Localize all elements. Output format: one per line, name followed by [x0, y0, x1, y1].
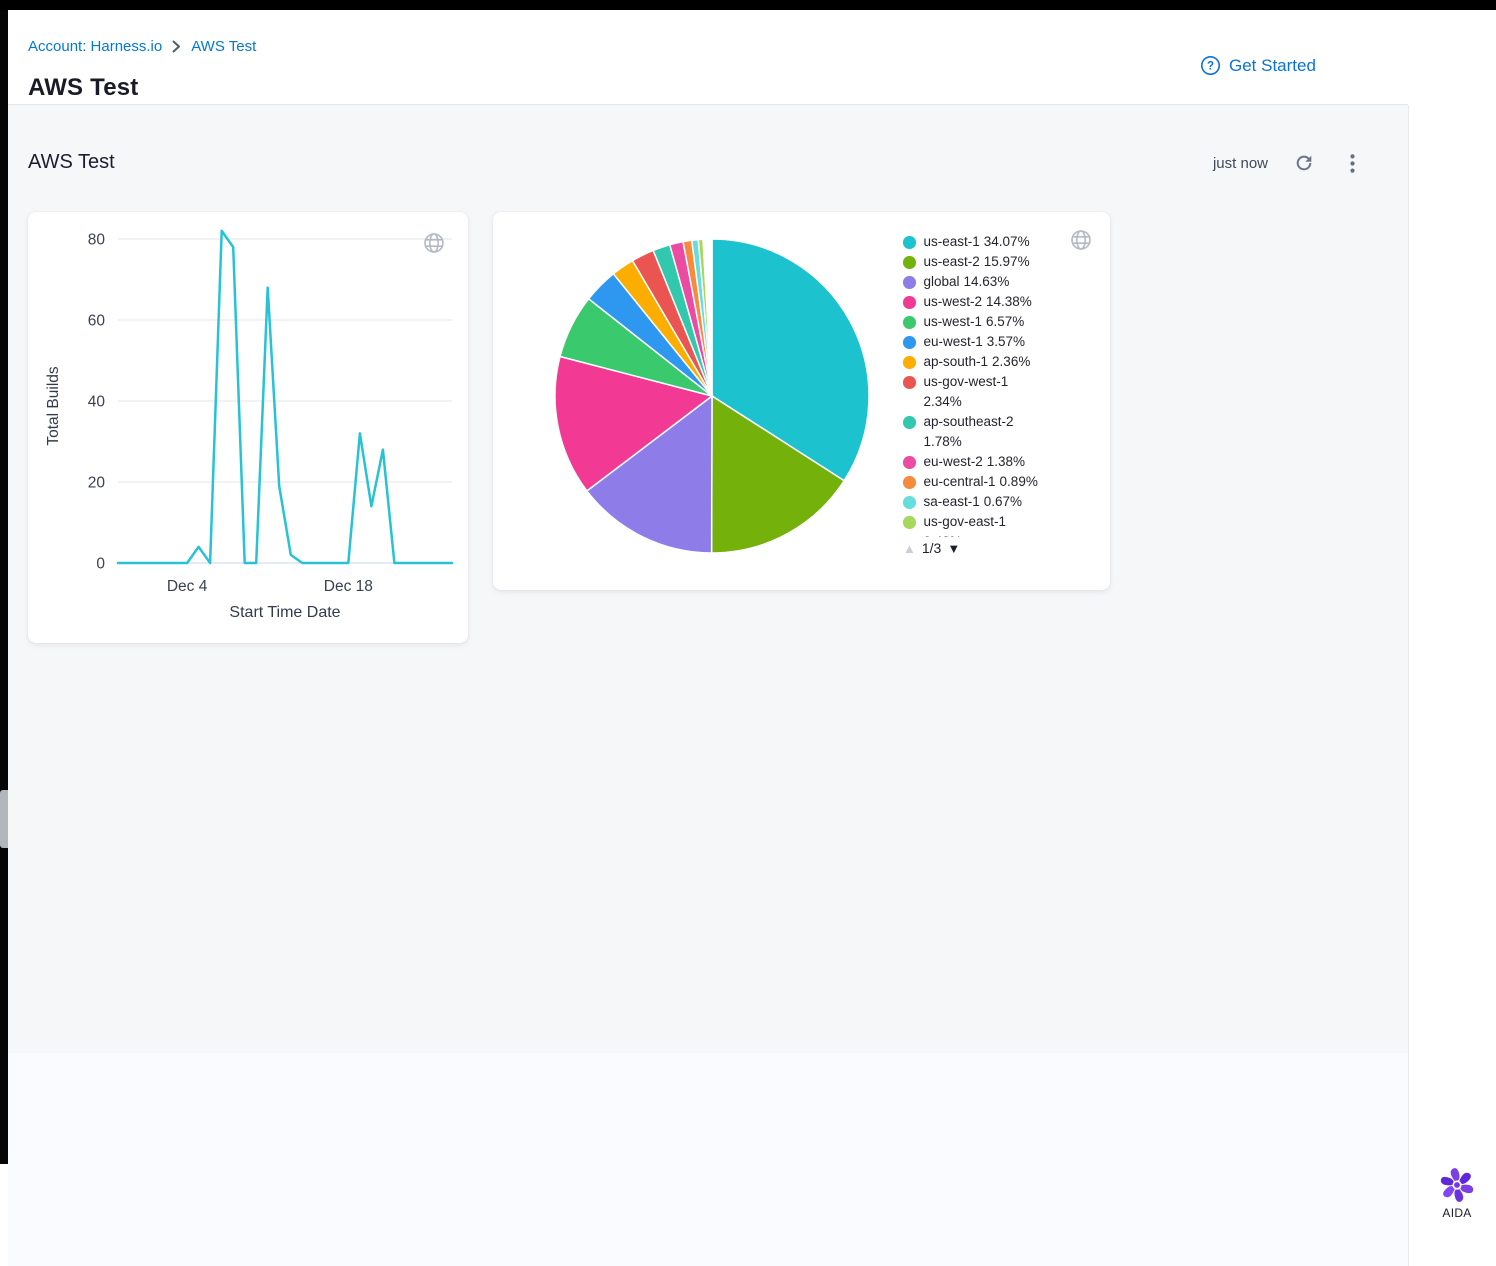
legend-item-ap-southeast-2[interactable]: ap-southeast-2 1.78% [903, 412, 1093, 452]
total-builds-chart-card: 0 20 40 60 80 Dec 4 Dec 18 Total Builds Start Ti… [28, 212, 468, 643]
chevron-right-icon [172, 40, 181, 53]
legend-dot [903, 516, 916, 529]
aida-assistant-button[interactable]: AIDA [1427, 1166, 1487, 1228]
options-menu-button[interactable] [1340, 151, 1364, 175]
globe-icon [1069, 228, 1093, 252]
legend-label: global 14.63% [923, 274, 1010, 289]
refresh-icon [1296, 155, 1312, 171]
page-title: AWS Test [28, 74, 139, 101]
legend-page-up-icon[interactable]: ▲ [903, 540, 916, 556]
legend-page-label: 1/3 [921, 540, 942, 556]
legend-label: us-west-1 6.57% [923, 314, 1025, 329]
legend-dot [903, 236, 916, 249]
legend-item-us-west-2[interactable]: us-west-2 14.38% [903, 292, 1093, 312]
legend-item-us-east-2[interactable]: us-east-2 15.97% [903, 252, 1093, 272]
legend-label: sa-east-1 0.67% [923, 494, 1023, 509]
kebab-menu-icon [1349, 153, 1355, 173]
aida-label: AIDA [1442, 1206, 1472, 1220]
legend-dot [903, 496, 916, 509]
breadcrumb-current-link[interactable]: AWS Test [191, 38, 257, 55]
refresh-button[interactable] [1292, 151, 1316, 175]
legend-label: eu-west-1 3.57% [923, 334, 1026, 349]
legend-item-eu-west-1[interactable]: eu-west-1 3.57% [903, 332, 1093, 352]
legend-label: us-gov-east-10.48% [923, 514, 1007, 537]
svg-text:80: 80 [88, 232, 106, 249]
legend-item-global[interactable]: global 14.63% [903, 272, 1093, 292]
legend-label: us-west-2 14.38% [923, 294, 1032, 309]
svg-text:Start Time Date: Start Time Date [229, 604, 340, 621]
svg-text:40: 40 [88, 394, 106, 411]
right-side-panel [1408, 10, 1496, 1266]
svg-text:60: 60 [88, 313, 106, 330]
legend-item-us-gov-west-1[interactable]: us-gov-west-1 2.34% [903, 372, 1093, 412]
svg-text:0: 0 [96, 556, 105, 573]
legend-item-ap-south-1[interactable]: ap-south-1 2.36% [903, 352, 1093, 372]
region-pie-chart[interactable] [493, 212, 893, 590]
page-header: Account: Harness.io AWS Test ? Get Start… [8, 10, 1408, 105]
legend-label: us-gov-west-1 2.34% [923, 374, 1009, 409]
legend-item-us-gov-east-1[interactable]: us-gov-east-10.48% [903, 512, 1093, 537]
left-window-edge [0, 10, 8, 1164]
right-panel-divider [1408, 105, 1409, 1266]
svg-text:Dec 18: Dec 18 [324, 578, 373, 595]
legend-dot [903, 256, 916, 269]
legend-page-down-icon[interactable]: ▼ [947, 540, 961, 556]
legend-dot [903, 296, 916, 309]
legend-item-us-east-1[interactable]: us-east-1 34.07% [903, 232, 1093, 252]
aida-flower-icon [1439, 1167, 1475, 1203]
bottom-band [8, 1053, 1408, 1266]
get-started-button[interactable]: ? Get Started [1200, 55, 1316, 76]
legend-item-eu-west-2[interactable]: eu-west-2 1.38% [903, 452, 1093, 472]
legend-dot [903, 336, 916, 349]
svg-text:Total Builds: Total Builds [45, 366, 62, 446]
legend-label: eu-central-1 0.89% [923, 474, 1038, 489]
left-strip-notch [0, 790, 8, 848]
svg-text:20: 20 [88, 475, 106, 492]
dashboard-title: AWS Test [28, 151, 115, 173]
legend-label: us-east-1 34.07% [923, 234, 1030, 249]
get-started-label: Get Started [1229, 55, 1316, 75]
legend-dot [903, 376, 916, 389]
legend-label: eu-west-2 1.38% [923, 454, 1026, 469]
legend-item-eu-central-1[interactable]: eu-central-1 0.89% [903, 472, 1093, 492]
breadcrumb: Account: Harness.io AWS Test [28, 38, 256, 55]
builds-line-chart[interactable]: 0 20 40 60 80 Dec 4 Dec 18 Total Builds Start Ti… [28, 212, 468, 643]
legend-dot [903, 356, 916, 369]
globe-icon [422, 231, 446, 255]
legend-dot [903, 316, 916, 329]
last-refreshed-text: just now [1212, 154, 1268, 172]
legend-dot [903, 476, 916, 489]
legend-dot [903, 416, 916, 429]
help-question-icon: ? [1200, 55, 1221, 76]
breadcrumb-account-link[interactable]: Account: Harness.io [28, 38, 163, 55]
legend-dot [903, 276, 916, 289]
svg-text:Dec 4: Dec 4 [167, 578, 208, 595]
region-pie-chart-card: us-east-1 34.07% us-east-2 15.97% global 14.6… [493, 212, 1110, 590]
dashboard-canvas: AWS Test just now 0 20 40 60 80 Dec 4 Dec 18 To… [8, 105, 1408, 1053]
legend-label: ap-southeast-2 1.78% [923, 414, 1014, 449]
legend-dot [903, 456, 916, 469]
legend-item-sa-east-1[interactable]: sa-east-1 0.67% [903, 492, 1093, 512]
svg-text:?: ? [1207, 61, 1214, 73]
pie-legend: us-east-1 34.07% us-east-2 15.97% global 14.6… [903, 232, 1093, 537]
legend-pagination: ▲ 1/3 ▼ [903, 540, 960, 556]
dashboard-controls: just now [1213, 151, 1364, 175]
legend-label: ap-south-1 2.36% [923, 354, 1031, 369]
legend-item-us-west-1[interactable]: us-west-1 6.57% [903, 312, 1093, 332]
top-window-edge [0, 0, 1496, 10]
legend-label: us-east-2 15.97% [923, 254, 1030, 269]
